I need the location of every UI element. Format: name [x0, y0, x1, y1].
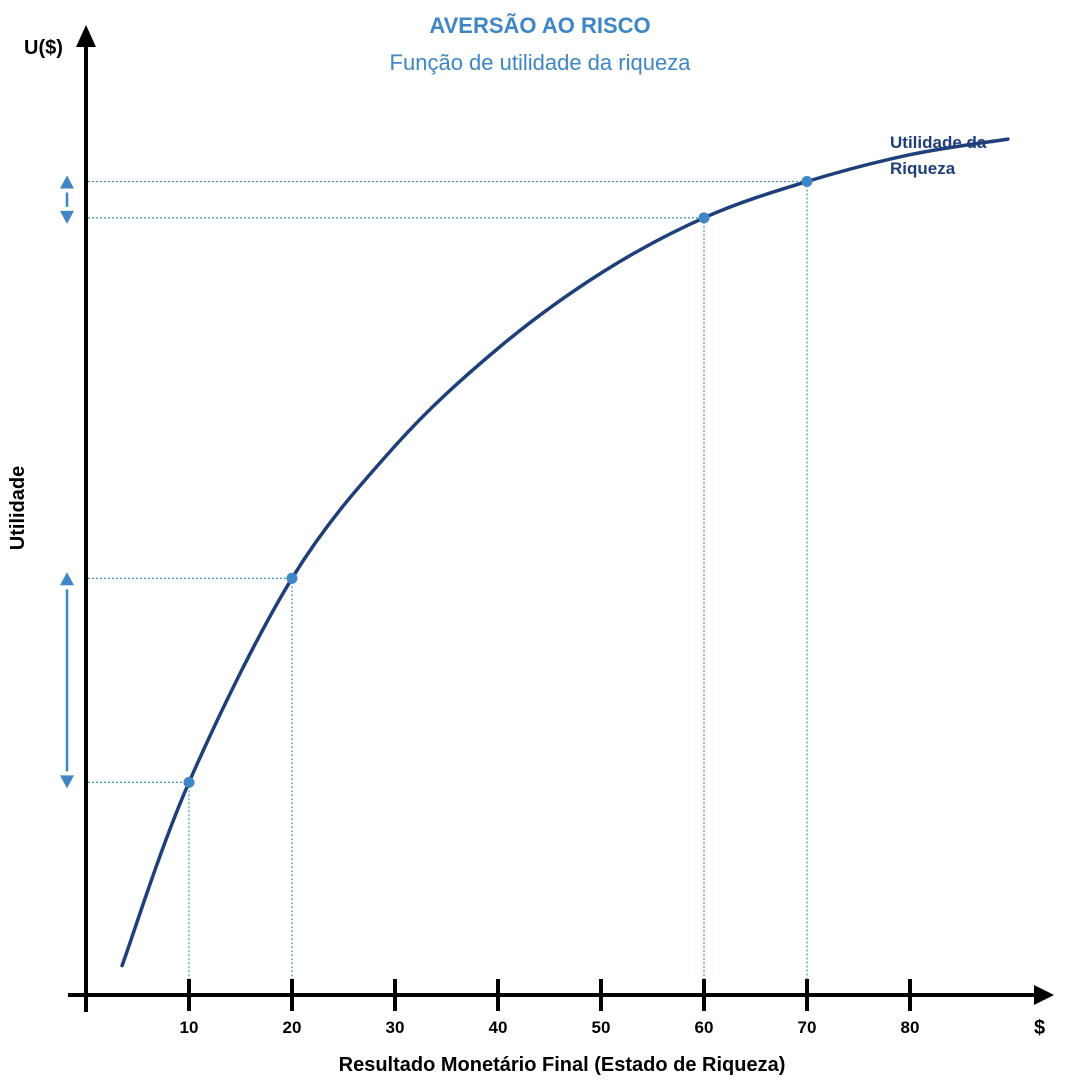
y-axis-end-label: U($)	[24, 37, 63, 59]
x-axis-arrowhead	[1034, 985, 1054, 1005]
series-label: Utilidade da Riqueza	[890, 133, 987, 178]
gap-arrowhead-up-2	[60, 175, 74, 189]
x-axis-label: Resultado Monetário Final (Estado de Riq…	[339, 1054, 786, 1076]
utility-gap-arrows	[60, 175, 74, 789]
guide-lines	[88, 180, 808, 995]
gap-arrowhead-down-2	[60, 210, 74, 224]
highlight-points	[183, 176, 813, 788]
point-x-20	[286, 572, 298, 584]
y-axis-arrowhead	[76, 25, 96, 47]
series-line-utilidade-da-riqueza	[120, 137, 1010, 968]
x-axis-end-label: $	[1034, 1017, 1045, 1039]
point-x-60	[698, 212, 710, 224]
point-x-70	[801, 176, 813, 188]
x-tick-label-80: 80	[901, 1018, 920, 1037]
x-tick-label-30: 30	[386, 1018, 405, 1037]
x-axis-ticks: 10 20 30 40 50 60 70 80	[180, 979, 920, 1037]
series-label-line-2: Riqueza	[890, 159, 956, 178]
x-tick-label-70: 70	[798, 1018, 817, 1037]
x-tick-label-10: 10	[180, 1018, 199, 1037]
axes	[68, 25, 1054, 1012]
x-tick-label-50: 50	[592, 1018, 611, 1037]
x-tick-label-40: 40	[489, 1018, 508, 1037]
gap-arrowhead-up-1	[60, 572, 74, 586]
chart-subtitle: Função de utilidade da riqueza	[390, 50, 692, 75]
point-x-10	[183, 776, 195, 788]
gap-arrowhead-down-1	[60, 775, 74, 789]
chart-title: AVERSÃO AO RISCO	[429, 13, 650, 38]
y-axis-label: Utilidade	[7, 466, 29, 550]
x-tick-label-60: 60	[695, 1018, 714, 1037]
series-label-line-1: Utilidade da	[890, 133, 987, 152]
x-tick-label-20: 20	[283, 1018, 302, 1037]
